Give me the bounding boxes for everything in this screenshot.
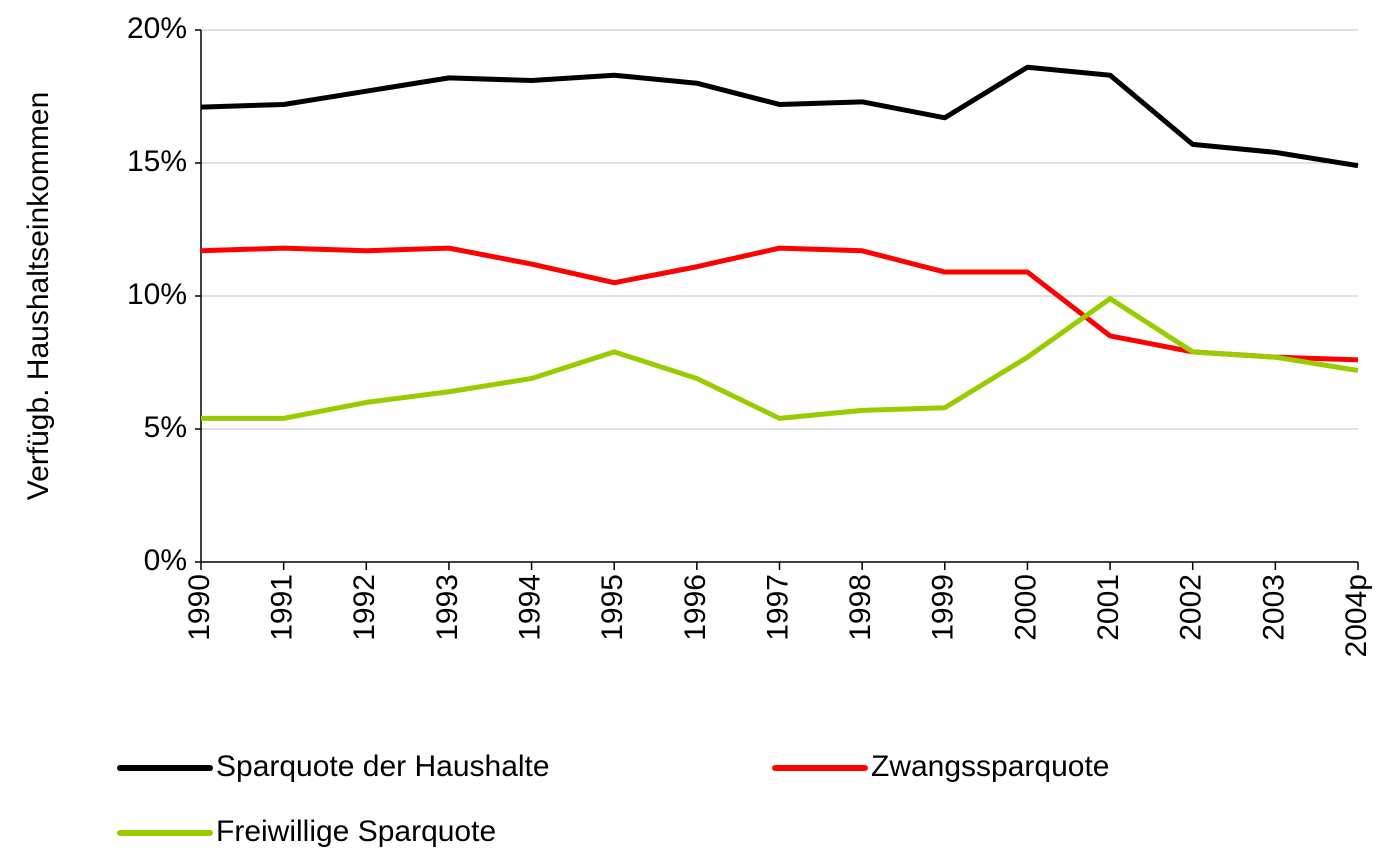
x-tick-label: 1999: [927, 574, 960, 641]
x-tick-label: 1997: [761, 574, 794, 641]
x-tick-label: 1996: [679, 574, 712, 641]
y-tick-label: 15%: [127, 145, 187, 178]
x-tick-label: 2004p: [1340, 574, 1373, 657]
x-tick-label: 1993: [431, 574, 464, 641]
line-series: [200, 64, 1359, 169]
x-tick-label: 2001: [1092, 574, 1125, 641]
x-tick-label: 1990: [183, 574, 216, 641]
y-tick-label: 0%: [144, 544, 187, 577]
x-tick-label: 1994: [513, 574, 546, 641]
x-tick-label: 1991: [266, 574, 299, 641]
x-tick-label: 2000: [1009, 574, 1042, 641]
legend-label: Sparquote der Haushalte: [216, 750, 550, 783]
line-series: [200, 245, 1359, 363]
x-tick-label: 1992: [348, 574, 381, 641]
y-tick-label: 5%: [144, 411, 187, 444]
legend-label: Zwangssparquote: [871, 750, 1109, 783]
x-tick-label: 2003: [1257, 574, 1290, 641]
x-tick-label: 2002: [1175, 574, 1208, 641]
x-tick-label: 1995: [596, 574, 629, 641]
legend-label: Freiwillige Sparquote: [216, 815, 496, 848]
y-tick-label: 20%: [127, 12, 187, 45]
y-tick-label: 10%: [127, 278, 187, 311]
x-tick-label: 1998: [844, 574, 877, 641]
y-axis-label: Verfügb. Haushaltseinkommen: [22, 92, 55, 501]
line-series: [201, 296, 1359, 421]
